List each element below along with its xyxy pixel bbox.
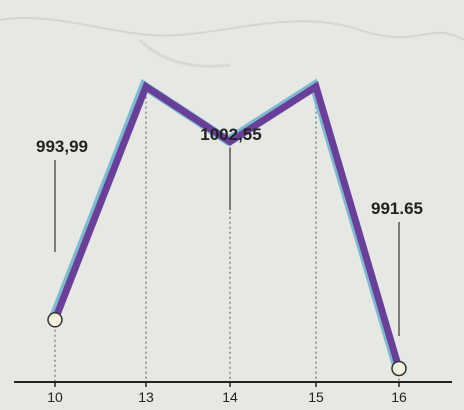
data-points <box>47 312 407 377</box>
x-tick-label-15: 15 <box>308 389 324 405</box>
data-label-10: 993,99 <box>36 137 88 156</box>
data-label-16: 991.65 <box>371 199 423 218</box>
x-tick-label-16: 16 <box>391 389 407 405</box>
data-point-10 <box>47 312 63 328</box>
background-texture <box>0 16 464 68</box>
x-tick-label-13: 13 <box>138 389 154 405</box>
data-point-16 <box>391 360 407 377</box>
x-tick-label-14: 14 <box>222 389 238 405</box>
x-tick-label-10: 10 <box>47 389 63 405</box>
series-line <box>48 78 403 370</box>
data-labels: 993,99 1002,55 991.65 <box>36 125 423 336</box>
x-axis-ticks: 10 13 14 15 16 <box>47 382 407 405</box>
data-label-14: 1002,55 <box>200 125 261 144</box>
series-line-path <box>51 81 403 370</box>
